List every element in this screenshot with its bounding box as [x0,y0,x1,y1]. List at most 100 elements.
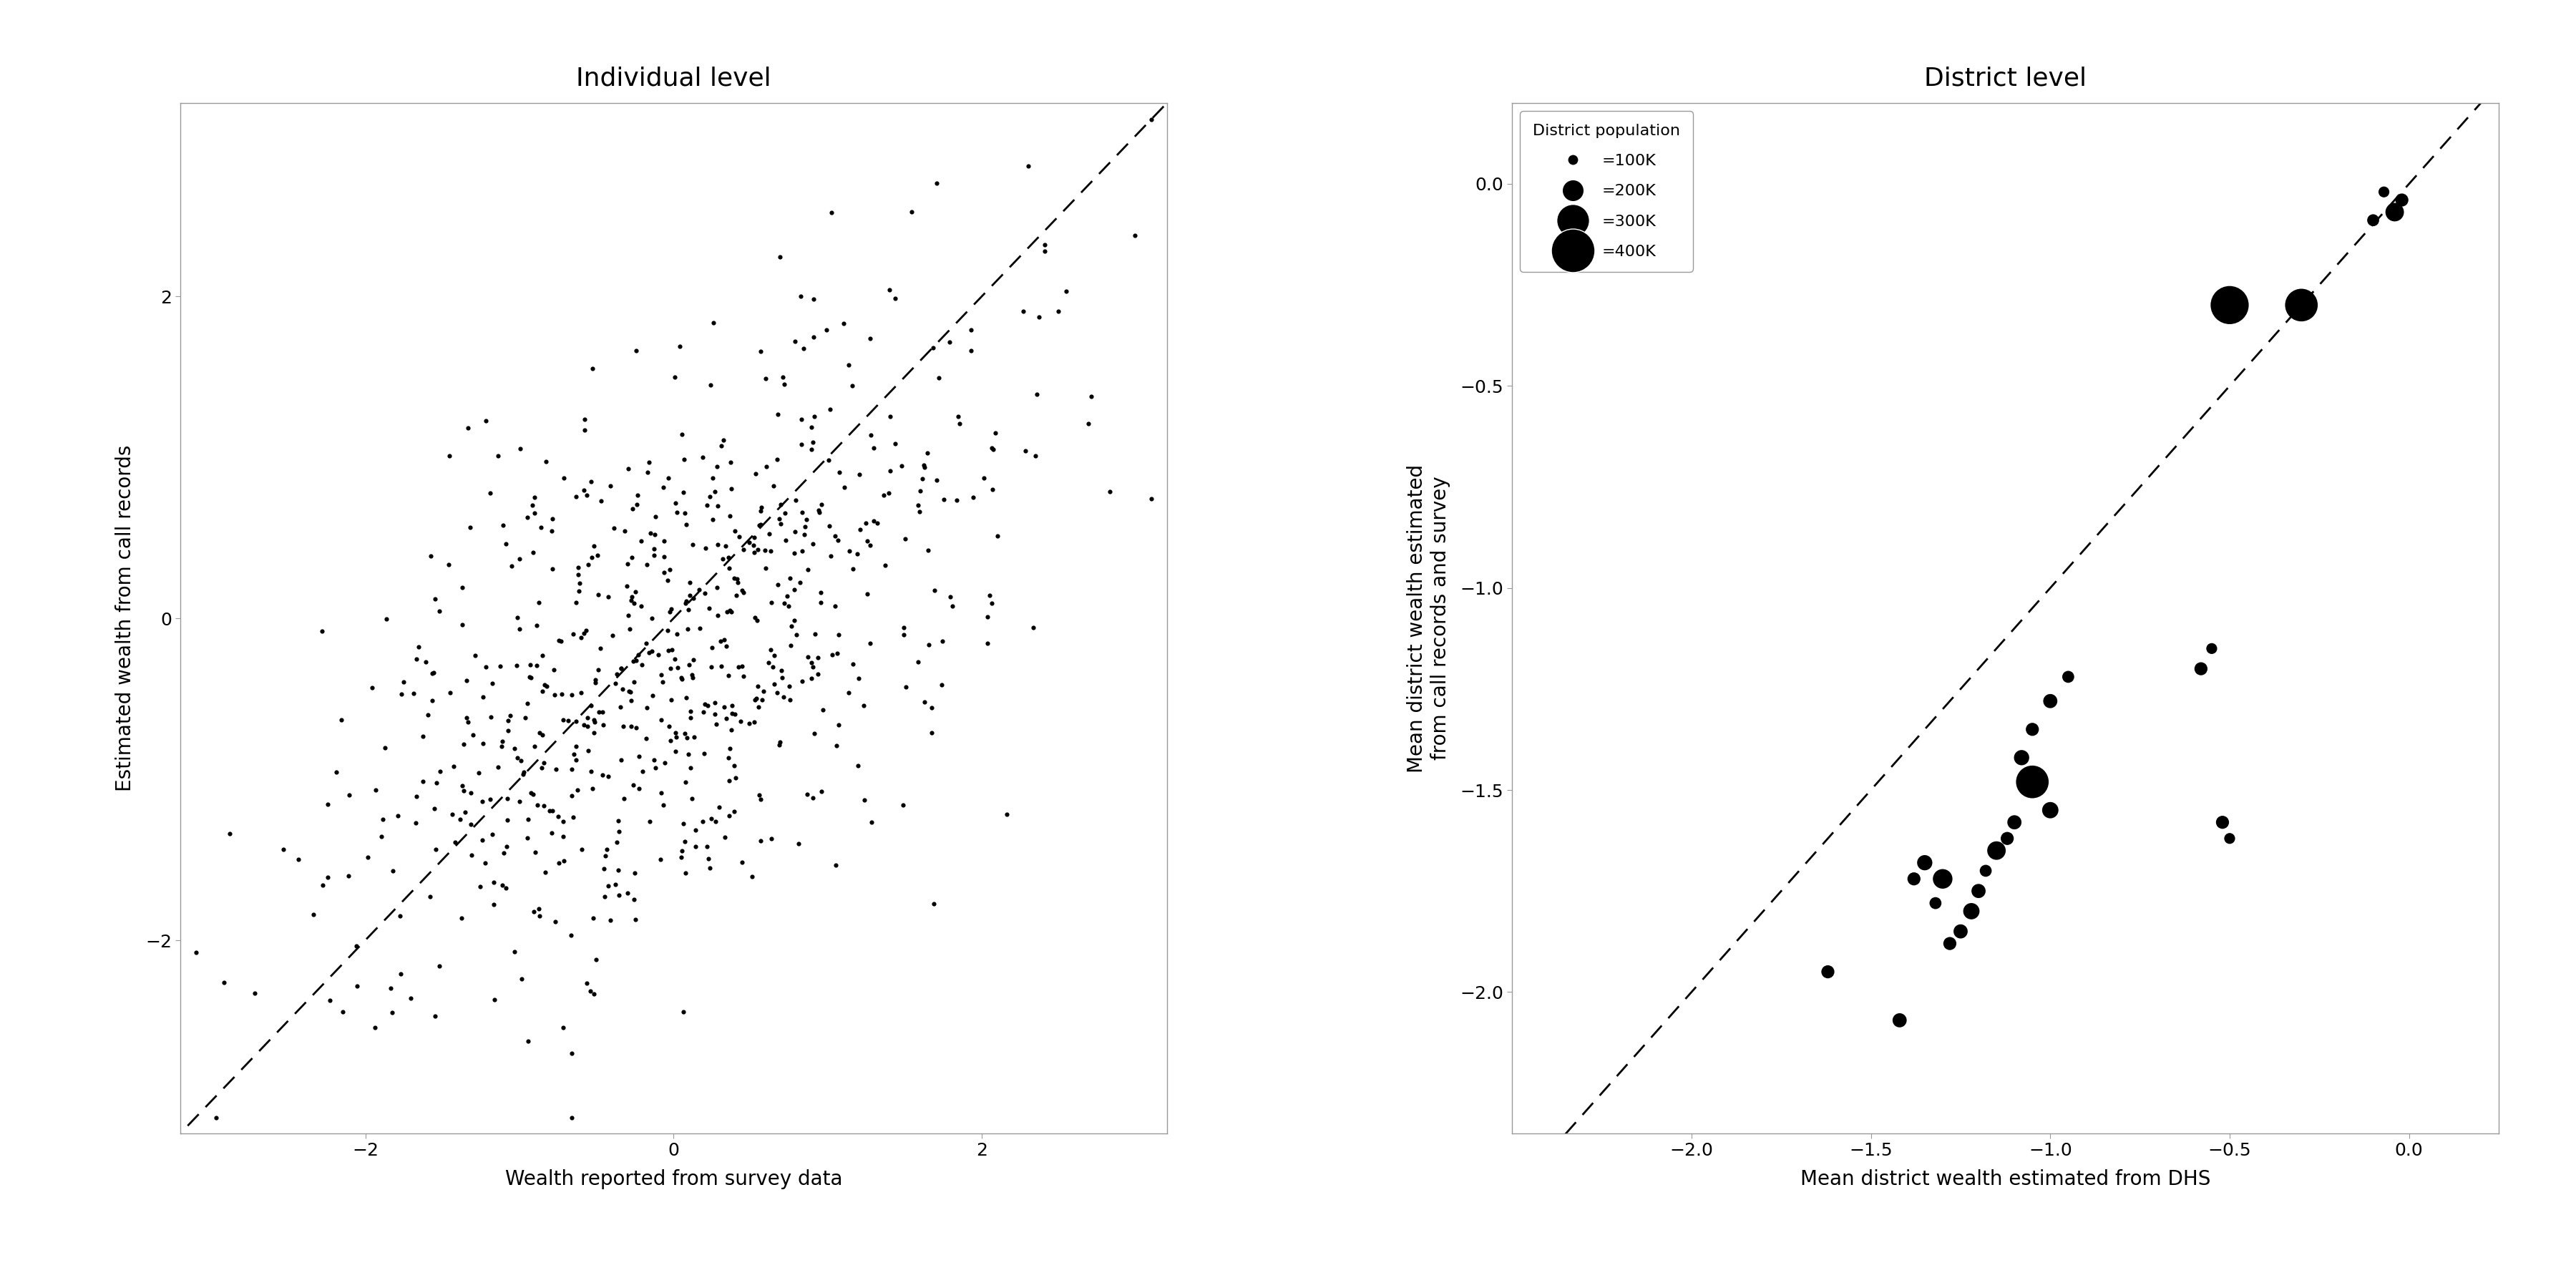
Point [482,732,523,752]
Point [551,1106,592,1128]
Point [969,585,1010,605]
Point [1965,860,2007,881]
Point [783,524,824,545]
Point [781,408,822,429]
Point [683,702,724,723]
Point [714,801,755,822]
Point [757,683,799,703]
Point [693,510,734,531]
Point [716,572,757,592]
Point [654,726,696,747]
Point [1115,225,1157,246]
Point [520,516,562,537]
Point [672,535,714,555]
Point [196,1106,237,1128]
Point [556,750,598,770]
Point [773,542,814,563]
Point [1018,384,1059,404]
Point [680,618,721,639]
Point [613,498,654,519]
Point [533,559,574,580]
Point [793,657,835,677]
Point [337,975,379,996]
Point [629,811,670,832]
Point [971,438,1012,459]
Point [788,647,829,667]
Point [737,697,778,717]
Point [667,599,708,620]
Point [2192,639,2233,659]
Point [531,801,572,822]
Point [603,716,644,737]
Point [1046,281,1087,301]
Point [533,912,574,933]
Point [572,761,613,782]
Point [845,513,886,533]
Point [837,755,878,775]
Point [381,963,422,984]
Point [598,820,639,841]
Point [518,795,559,815]
Point [783,516,824,537]
Point [840,519,881,540]
Point [234,983,276,1003]
Point [631,641,672,662]
Point [621,531,662,551]
Point [719,657,760,677]
Point [786,510,827,531]
Point [649,658,690,679]
Point [801,781,842,801]
Point [773,580,814,600]
Point [482,515,523,536]
Point [2012,719,2053,739]
Point [577,659,618,680]
Point [641,795,683,815]
Point [1072,386,1113,407]
Point [582,715,623,735]
Point [665,688,706,708]
Point [711,601,752,622]
Point [611,716,652,737]
Point [616,909,657,930]
Point [515,735,556,756]
Point [1025,234,1066,255]
Point [922,631,963,652]
Point [634,538,675,559]
Point [438,809,479,829]
Point [793,406,835,426]
Point [562,683,603,703]
Point [608,681,649,702]
Point [703,630,744,650]
Point [930,331,971,352]
Point [492,555,533,576]
Point [670,665,711,685]
Point [459,876,500,896]
Point [1950,900,1991,921]
Point [456,645,497,666]
Point [690,375,732,395]
Point [394,684,435,705]
Point [665,502,706,523]
Point [564,715,605,735]
Point [634,524,675,545]
Point [917,367,958,388]
Point [350,677,392,698]
Point [716,768,757,788]
Point [714,755,755,775]
Point [971,594,1012,614]
Point [487,710,528,730]
Point [817,643,858,663]
Point [435,832,477,853]
Point [783,339,824,359]
Point [451,814,492,835]
Point [513,784,554,805]
Point [613,650,654,671]
Point [850,632,891,653]
Point [809,450,850,470]
Point [402,770,443,791]
Point [618,645,659,666]
Point [641,710,683,730]
Point [781,286,822,307]
Point [2048,666,2089,687]
Point [440,908,482,929]
